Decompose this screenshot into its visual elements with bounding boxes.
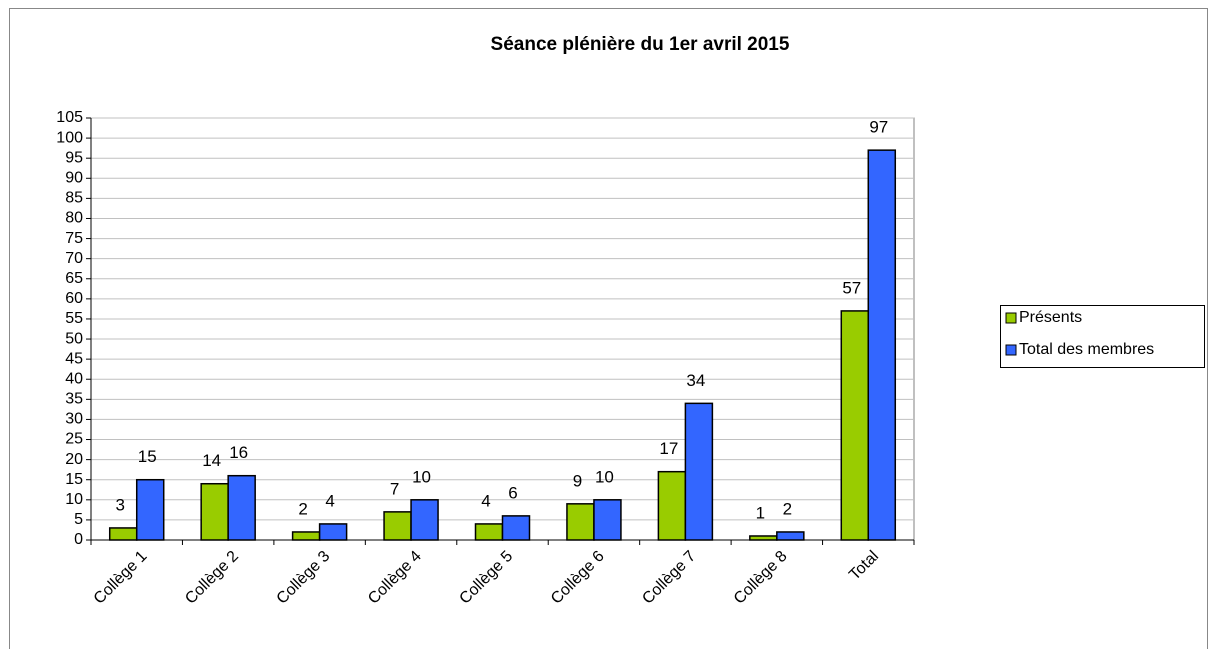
bar (867, 149, 897, 541)
value-label: 4 (481, 491, 490, 510)
bar (135, 478, 165, 541)
value-label: 4 (325, 491, 334, 510)
value-label: 16 (229, 443, 248, 462)
x-tick-label: Collège 6 (548, 548, 608, 608)
value-label: 14 (202, 451, 221, 470)
legend-swatch (1005, 312, 1017, 324)
value-label: 57 (842, 278, 861, 297)
y-tick-label: 25 (65, 431, 83, 448)
bar (501, 515, 531, 541)
y-tick-label: 65 (65, 270, 83, 287)
bar (318, 523, 348, 541)
legend-label: Total des membres (1019, 341, 1154, 358)
y-tick-label: 15 (65, 471, 83, 488)
y-tick-label: 90 (65, 170, 83, 187)
value-label: 1 (756, 503, 765, 522)
x-tick-label: Collège 7 (639, 548, 699, 608)
y-tick-label: 60 (65, 290, 83, 307)
chart-title: Séance plénière du 1er avril 2015 (491, 34, 790, 55)
value-label: 10 (412, 467, 431, 486)
y-tick-label: 20 (65, 451, 83, 468)
y-tick-label: 100 (56, 129, 83, 146)
x-tick-label: Collège 8 (731, 548, 791, 608)
bar (684, 402, 714, 541)
bar (383, 511, 412, 541)
y-tick-label: 5 (74, 511, 83, 528)
y-tick-label: 105 (56, 109, 83, 126)
y-tick-label: 95 (65, 149, 83, 166)
legend-label: Présents (1019, 309, 1082, 326)
y-tick-label: 0 (74, 531, 83, 548)
x-tick-label: Total (846, 548, 882, 584)
y-tick-label: 70 (65, 250, 83, 267)
y-tick-label: 75 (65, 230, 83, 247)
y-tick-label: 45 (65, 350, 83, 367)
value-label: 97 (869, 118, 888, 137)
value-label: 2 (783, 499, 792, 518)
value-label: 15 (138, 447, 157, 466)
y-tick-label: 50 (65, 330, 83, 347)
value-label: 34 (686, 371, 705, 390)
x-tick-label: Collège 4 (365, 548, 425, 608)
bar (566, 503, 595, 541)
y-tick-label: 80 (65, 210, 83, 227)
bar (474, 523, 504, 541)
bar (776, 531, 805, 541)
bar (108, 527, 138, 541)
bar (200, 482, 229, 541)
bar (593, 499, 622, 541)
value-label: 3 (115, 495, 124, 514)
x-tick-label: Collège 2 (182, 548, 242, 608)
legend-swatch (1005, 344, 1017, 356)
bar (657, 470, 687, 541)
bar (227, 474, 256, 541)
y-tick-label: 85 (65, 190, 83, 207)
x-tick-label: Collège 3 (274, 548, 334, 608)
bar (410, 499, 439, 541)
y-tick-label: 30 (65, 411, 83, 428)
value-label: 6 (508, 483, 517, 502)
y-tick-label: 10 (65, 491, 83, 508)
y-tick-label: 40 (65, 370, 83, 387)
bar (840, 310, 870, 541)
value-label: 2 (298, 499, 307, 518)
x-tick-label: Collège 1 (91, 548, 151, 608)
value-label: 17 (659, 439, 678, 458)
x-tick-label: Collège 5 (456, 548, 516, 608)
y-tick-label: 55 (65, 310, 83, 327)
bar (749, 535, 778, 541)
legend-box (1000, 305, 1205, 368)
value-label: 9 (573, 471, 582, 490)
bar (291, 531, 321, 541)
plot-area (90, 117, 915, 541)
y-tick-label: 35 (65, 391, 83, 408)
value-label: 10 (595, 467, 614, 486)
value-label: 7 (390, 479, 399, 498)
chart-border (9, 8, 1208, 654)
